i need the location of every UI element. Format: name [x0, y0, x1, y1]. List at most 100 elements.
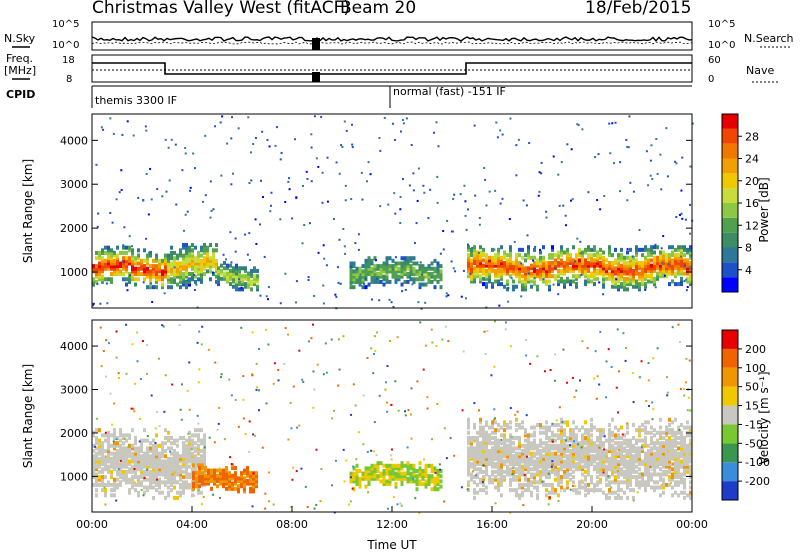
power-cell [176, 256, 179, 261]
velocity-cell [653, 443, 656, 448]
power-cell [122, 272, 125, 277]
velocity-cell [548, 443, 551, 448]
velocity-cell [476, 454, 479, 459]
velocity-cell [264, 492, 267, 495]
velocity-cell [611, 459, 614, 464]
velocity-cell [101, 459, 104, 464]
power-cell [206, 245, 209, 250]
power-cell [629, 181, 632, 184]
velocity-cell [539, 441, 542, 446]
velocity-cell [140, 480, 143, 485]
velocity-cell [485, 472, 488, 477]
velocity-cell [216, 484, 219, 489]
velocity-cell [569, 430, 572, 435]
velocity-cell [641, 443, 644, 448]
velocity-cell [436, 479, 440, 484]
power-cell [659, 268, 662, 273]
velocity-cell [470, 449, 473, 454]
velocity-cell [143, 456, 146, 461]
power-cell [209, 269, 212, 274]
power-cell [512, 284, 515, 289]
velocity-cell [680, 477, 683, 482]
power-cell [357, 248, 360, 251]
velocity-cell [355, 463, 359, 468]
power-cell [235, 263, 238, 268]
velocity-cell [154, 427, 157, 430]
power-cell [530, 274, 533, 279]
power-cell [579, 252, 582, 255]
velocity-cell [560, 435, 563, 440]
power-cell [539, 250, 542, 255]
velocity-cell [662, 462, 665, 467]
velocity-cell [143, 451, 146, 456]
velocity-cell [587, 454, 590, 459]
velocity-cell [599, 451, 602, 456]
power-cell [364, 266, 368, 271]
power-cell [424, 301, 427, 304]
power-cell [620, 271, 623, 276]
velocity-cell [433, 487, 437, 492]
velocity-cell [602, 467, 605, 472]
velocity-cell [500, 467, 503, 472]
power-cell [430, 276, 433, 279]
velocity-cell [566, 462, 569, 467]
nsky-tick-high: 10^5 [52, 19, 79, 30]
power-cell [361, 264, 365, 269]
power-cell [116, 269, 119, 274]
power-cell [656, 276, 659, 281]
power-cell [479, 266, 482, 271]
power-cell [185, 253, 188, 258]
power-cell [524, 266, 527, 271]
power-cell [623, 268, 626, 273]
velocity-cell [149, 464, 152, 469]
velocity-cell [113, 459, 116, 464]
velocity-cell [617, 462, 620, 467]
power-cell [176, 266, 179, 271]
velocity-cell [132, 407, 135, 410]
velocity-cell [304, 485, 307, 488]
velocity-cell [659, 417, 662, 422]
velocity-cell [113, 428, 116, 433]
velocity-cell [203, 459, 206, 464]
velocity-cell [376, 476, 380, 481]
freq-panel: Freq. [MHz] 18 8 60 0 Nave [4, 52, 780, 85]
velocity-cell [494, 454, 497, 459]
power-cell [215, 269, 218, 274]
power-cell [375, 277, 378, 280]
velocity-cell [246, 473, 249, 478]
power-cell [518, 268, 521, 273]
power-cell [647, 263, 650, 268]
velocity-cell [509, 488, 512, 493]
power-cell [373, 272, 377, 277]
power-cell [665, 253, 668, 258]
velocity-cell [677, 441, 680, 446]
velocity-cell [352, 487, 356, 492]
power-cell [150, 198, 153, 201]
velocity-cell [419, 321, 422, 324]
velocity-cell [101, 482, 104, 487]
velocity-cell [462, 350, 465, 353]
power-cell [524, 287, 527, 292]
power-cell [569, 253, 572, 258]
power-cell [137, 272, 140, 277]
velocity-cell [179, 477, 182, 482]
power-cell [596, 253, 599, 258]
power-cell [200, 279, 203, 284]
power-cell [551, 268, 554, 273]
power-cell [470, 276, 473, 281]
power-cell [341, 145, 344, 148]
velocity-cell [623, 472, 626, 477]
velocity-cell [674, 475, 677, 480]
velocity-cell [641, 438, 644, 443]
velocity-cell [92, 433, 95, 438]
power-cell [614, 258, 617, 263]
power-cell [575, 274, 578, 279]
velocity-cell [593, 464, 596, 469]
power-cell [445, 295, 448, 298]
power-cell [533, 282, 536, 287]
power-cell [638, 263, 641, 268]
power-cell [397, 274, 401, 279]
power-cell [611, 261, 614, 266]
velocity-cell [422, 368, 425, 371]
velocity-cell [518, 495, 521, 500]
